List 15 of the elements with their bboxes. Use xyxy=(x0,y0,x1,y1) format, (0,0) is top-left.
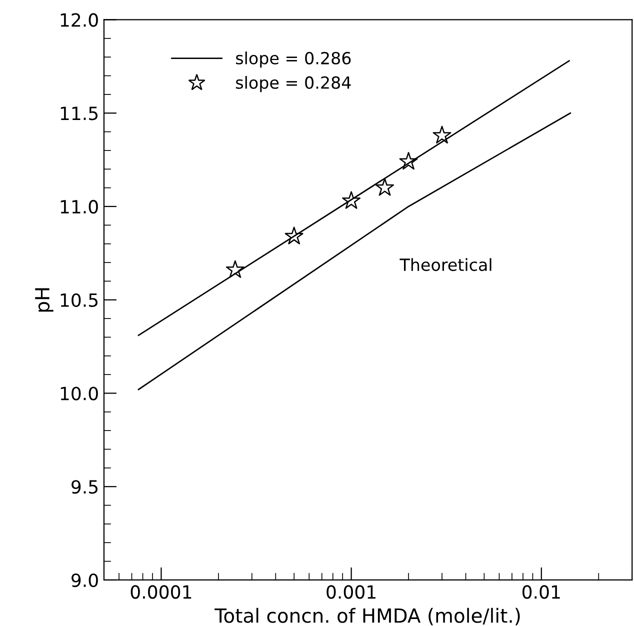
y-tick-label: 11.0 xyxy=(60,200,98,214)
legend-label: slope = 0.286 xyxy=(236,52,351,68)
x-tick-label: 0.01 xyxy=(522,585,560,599)
y-axis-title: pH xyxy=(35,288,54,312)
x-axis-title: Total concn. of HMDA (mole/lit.) xyxy=(214,608,520,626)
y-tick-label: 11.5 xyxy=(60,106,98,120)
legend-label: slope = 0.284 xyxy=(236,76,351,92)
y-tick-label: 9.0 xyxy=(72,573,98,588)
y-tick-label: 10.0 xyxy=(60,386,98,400)
x-tick-label: 0.0001 xyxy=(130,585,192,599)
y-tick-label: 12.0 xyxy=(60,13,98,27)
annotation: Theoretical xyxy=(400,258,492,272)
x-tick-label: 0.001 xyxy=(326,585,376,599)
y-tick-label: 10.5 xyxy=(60,293,98,307)
y-tick-label: 9.5 xyxy=(72,480,98,494)
